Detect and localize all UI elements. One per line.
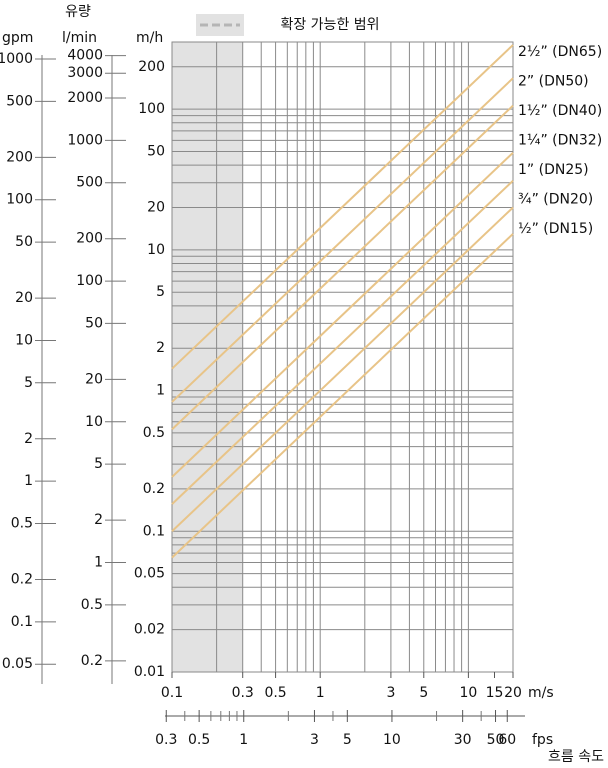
y-tick-label: 100 xyxy=(138,101,165,117)
x-tick-label: 0.5 xyxy=(264,685,286,701)
gpm-tick-label: 0.05 xyxy=(2,656,33,672)
x-unit: m/s xyxy=(528,685,554,701)
x-tick-label: 0.1 xyxy=(161,685,183,701)
x-tick-label: 0.3 xyxy=(232,685,254,701)
lmin-tick-label: 1000 xyxy=(67,132,103,148)
series-label: ½” (DN15) xyxy=(518,221,593,237)
series-label: ¾” (DN20) xyxy=(518,192,593,208)
gpm-tick-label: 1 xyxy=(24,473,33,489)
gpm-tick-label: 0.1 xyxy=(11,614,33,630)
gpm-tick-label: 50 xyxy=(15,234,33,250)
series-line xyxy=(171,206,514,533)
x2-tick-label: 60 xyxy=(498,732,516,748)
x2-tick-label: 30 xyxy=(454,732,472,748)
y-tick-label: 0.5 xyxy=(143,425,165,441)
legend-label: 확장 가능한 범위 xyxy=(280,17,379,33)
y-tick-label: 20 xyxy=(147,199,165,215)
lmin-tick-label: 50 xyxy=(85,315,103,331)
lmin-tick-label: 4000 xyxy=(67,48,103,64)
y-tick-label: 0.05 xyxy=(134,566,165,582)
series-line xyxy=(171,77,514,403)
y-label: m/h xyxy=(136,30,163,46)
gpm-tick-label: 100 xyxy=(6,192,33,208)
series-label: 1¼” (DN32) xyxy=(518,133,602,149)
y-tick-label: 0.02 xyxy=(134,622,165,638)
series-label: 2½” (DN65) xyxy=(518,44,602,60)
series-label: 2” (DN50) xyxy=(518,74,589,90)
lmin-tick-label: 0.5 xyxy=(81,597,103,613)
gpm-tick-label: 0.5 xyxy=(11,516,33,532)
x2-unit: fps xyxy=(532,732,553,748)
series-label: 1½” (DN40) xyxy=(518,103,602,119)
x2-tick-label: 1 xyxy=(239,732,248,748)
lmin-tick-label: 2000 xyxy=(67,90,103,106)
y-tick-label: 50 xyxy=(147,143,165,159)
lmin-tick-label: 100 xyxy=(76,273,103,289)
x-tick-label: 10 xyxy=(459,685,477,701)
series-line xyxy=(171,233,514,559)
lmin-tick-label: 2 xyxy=(94,512,103,528)
x-tick-label: 20 xyxy=(504,685,522,701)
gpm-tick-label: 0.2 xyxy=(11,572,33,588)
x2-tick-label: 5 xyxy=(343,732,352,748)
plot-border xyxy=(171,41,514,673)
y-tick-label: 200 xyxy=(138,59,165,75)
x-tick-label: 5 xyxy=(419,685,428,701)
lmin-tick-label: 10 xyxy=(85,414,103,430)
x2-tick-label: 3 xyxy=(310,732,319,748)
lmin-tick-label: 3000 xyxy=(67,65,103,81)
lmin-tick-label: 5 xyxy=(94,456,103,472)
gpm-tick-label: 1000 xyxy=(0,51,33,67)
x-tick-label: 15 xyxy=(486,685,504,701)
x-label: 흐름 속도 xyxy=(548,749,604,765)
x2-tick-label: 0.5 xyxy=(188,732,210,748)
y-tick-label: 0.1 xyxy=(143,523,165,539)
lmin-tick-label: 1 xyxy=(94,555,103,571)
gpm-tick-label: 5 xyxy=(24,375,33,391)
y-tick-label: 0.01 xyxy=(134,664,165,680)
gpm-tick-label: 500 xyxy=(6,93,33,109)
axis-title: 유량 xyxy=(65,4,91,20)
y-tick-label: 10 xyxy=(147,242,165,258)
lmin-tick-label: 0.2 xyxy=(81,653,103,669)
x2-tick-label: 10 xyxy=(383,732,401,748)
x-tick-label: 1 xyxy=(316,685,325,701)
gpm-label: gpm xyxy=(2,30,33,46)
gpm-tick-label: 200 xyxy=(6,149,33,165)
lmin-tick-label: 500 xyxy=(76,175,103,191)
series-line xyxy=(171,179,514,505)
gpm-tick-label: 2 xyxy=(24,431,33,447)
series-line xyxy=(171,152,514,478)
y-tick-label: 5 xyxy=(156,284,165,300)
gpm-tick-label: 10 xyxy=(15,332,33,348)
lmin-tick-label: 200 xyxy=(76,231,103,247)
lmin-label: l/min xyxy=(62,30,97,46)
series-line xyxy=(171,104,514,431)
y-tick-label: 2 xyxy=(156,340,165,356)
x2-tick-label: 0.3 xyxy=(155,732,177,748)
gpm-tick-label: 20 xyxy=(15,290,33,306)
x2-tick-label: 50 xyxy=(487,732,505,748)
y-tick-label: 1 xyxy=(156,383,165,399)
highlight-range xyxy=(172,42,243,672)
series-label: 1” (DN25) xyxy=(518,162,589,178)
series-line xyxy=(171,44,514,370)
y-tick-label: 0.2 xyxy=(143,481,165,497)
x-tick-label: 3 xyxy=(386,685,395,701)
lmin-tick-label: 20 xyxy=(85,371,103,387)
